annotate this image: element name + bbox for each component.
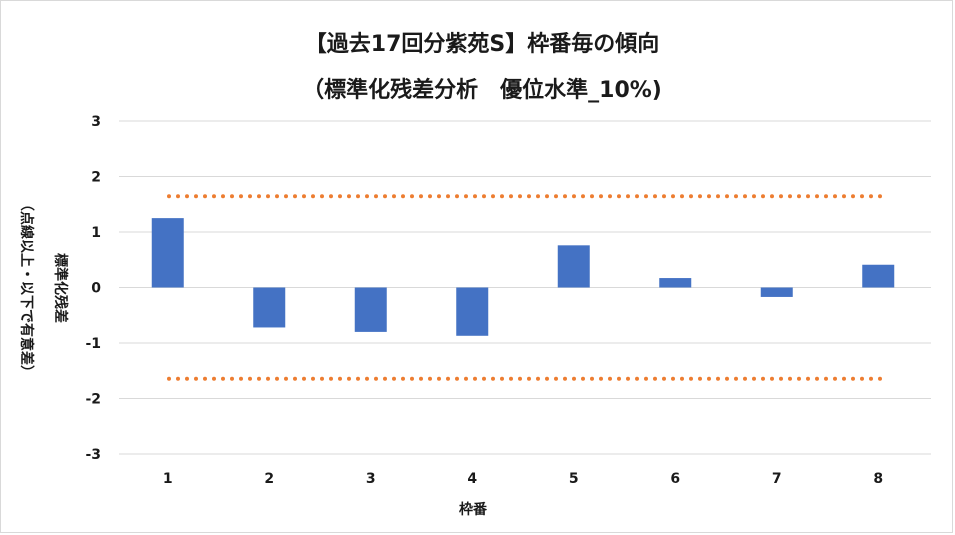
x-tick-label: 5 bbox=[569, 471, 579, 487]
x-tick-label: 3 bbox=[366, 471, 376, 487]
x-tick-label: 8 bbox=[873, 471, 883, 487]
bar-6 bbox=[659, 278, 692, 288]
y-tick-label: 3 bbox=[91, 114, 101, 130]
bars bbox=[151, 218, 895, 336]
x-tick-label: 4 bbox=[467, 471, 477, 487]
x-tick-label: 1 bbox=[163, 471, 173, 487]
y-tick-label: 0 bbox=[91, 281, 101, 297]
bar-5 bbox=[557, 245, 590, 288]
gridlines bbox=[119, 120, 931, 455]
y-tick-label: -2 bbox=[85, 392, 101, 408]
bar-2 bbox=[253, 287, 286, 328]
bar-3 bbox=[354, 287, 387, 332]
y-tick-label: -3 bbox=[85, 447, 101, 463]
bar-8 bbox=[862, 264, 895, 288]
y-axis-label-line-2: （点線以上・以下で有意差） bbox=[18, 197, 35, 379]
y-axis-label-line-1-group: 標準化残差 bbox=[52, 253, 69, 323]
y-axis-label-line-2-group: （点線以上・以下で有意差） bbox=[18, 197, 35, 379]
y-tick-label: 1 bbox=[91, 225, 101, 241]
x-tick-label: 6 bbox=[670, 471, 680, 487]
x-tick-label: 2 bbox=[264, 471, 274, 487]
y-tick-label: 2 bbox=[91, 170, 101, 186]
bar-4 bbox=[456, 287, 489, 336]
threshold-lines bbox=[167, 194, 885, 381]
y-tick-label: -1 bbox=[85, 336, 101, 352]
chart-title-line-2: （標準化残差分析 優位水準_10%) bbox=[302, 77, 662, 103]
bar-7 bbox=[760, 287, 793, 297]
x-tick-labels: 1 2 3 4 5 6 7 8 bbox=[163, 471, 883, 487]
x-tick-label: 7 bbox=[772, 471, 782, 487]
y-axis-label-line-1: 標準化残差 bbox=[52, 253, 69, 323]
chart-title-line-1: 【過去17回分紫苑S】枠番毎の傾向 bbox=[305, 31, 659, 57]
x-axis-label: 枠番 bbox=[459, 501, 488, 518]
bar-1 bbox=[151, 218, 184, 288]
y-tick-labels: 3 2 1 0 -1 -2 -3 bbox=[85, 114, 101, 463]
